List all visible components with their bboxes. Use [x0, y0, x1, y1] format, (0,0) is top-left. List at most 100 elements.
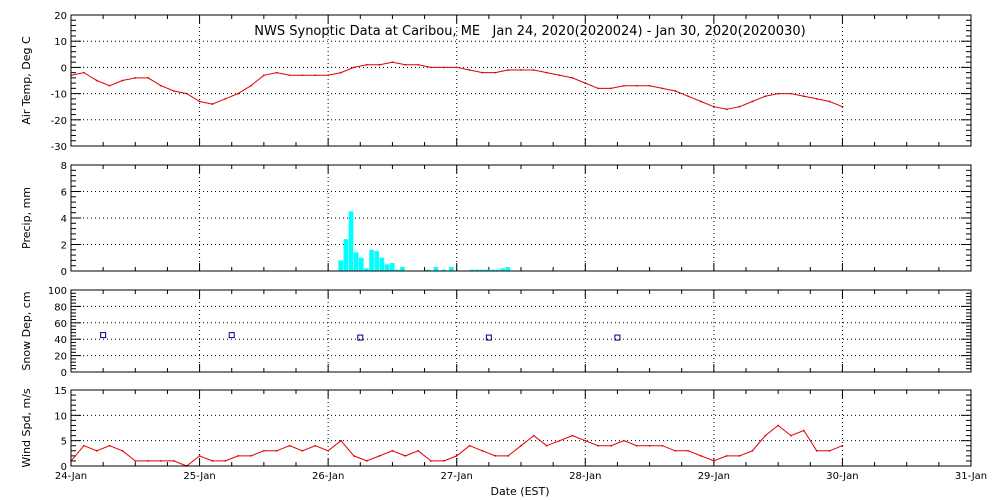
data-point [687, 95, 690, 98]
data-point [494, 454, 497, 457]
data-point [545, 71, 548, 74]
data-point [635, 444, 638, 447]
y-tick-label: 2 [61, 241, 67, 252]
precip-bar [425, 269, 431, 271]
data-point [700, 454, 702, 457]
data-point [610, 444, 612, 447]
x-axis-label: Date (EST) [490, 485, 549, 498]
data-point [571, 76, 574, 79]
panel-frame [70, 14, 972, 147]
data-point [584, 439, 587, 442]
y-tick-label: 6 [61, 188, 67, 199]
x-tick-label: 25-Jan [183, 471, 215, 482]
data-point [134, 76, 137, 79]
precip-bar [490, 269, 495, 271]
data-point [198, 100, 201, 103]
data-point [224, 460, 227, 462]
data-point [121, 79, 124, 82]
data-point [442, 460, 445, 462]
data-point [725, 108, 728, 111]
x-tick-label: 27-Jan [441, 471, 473, 482]
data-point [815, 449, 818, 452]
precip-bar [389, 263, 395, 271]
precip-bar [441, 269, 446, 271]
data-point [288, 444, 291, 447]
data-point [545, 444, 548, 447]
y-axis-label: Snow Dep, cm [20, 291, 33, 370]
data-point [712, 460, 715, 462]
data-point [160, 84, 162, 87]
x-tick-label: 29-Jan [698, 471, 730, 482]
precip-bar [395, 269, 400, 271]
data-point [147, 76, 150, 79]
y-tick-label: -10 [51, 90, 67, 101]
data-point [160, 460, 162, 462]
panel-precip: 0 2 4 6 8 Precip, mm [20, 161, 972, 278]
x-tick-label: 31-Jan [955, 471, 987, 482]
data-point [404, 454, 407, 457]
data-point [430, 66, 432, 69]
y-tick-label: 10 [54, 37, 67, 48]
panels-layer: -30 -20 -10 0 10 20 Air Temp, Deg C 0 2 4 6 8 Precip… [20, 11, 987, 482]
x-tick-label: 26-Jan [312, 471, 344, 482]
snow-depth-marker [228, 332, 235, 339]
y-tick-label: 20 [54, 11, 67, 22]
data-point [250, 84, 252, 87]
data-point [635, 84, 638, 87]
data-point [481, 71, 484, 74]
data-point [610, 87, 612, 90]
data-point [790, 434, 792, 437]
data-point [520, 444, 522, 447]
snow-depth-marker [614, 334, 621, 341]
data-point [391, 61, 394, 64]
precip-bar [338, 260, 344, 271]
data-point [828, 449, 831, 452]
y-tick-label: 40 [54, 335, 67, 346]
data-point [275, 449, 278, 452]
data-point [224, 97, 227, 100]
data-point [185, 92, 188, 95]
data-point [314, 74, 317, 77]
y-axis-label: Precip, mm [20, 187, 33, 249]
y-tick-label: 0 [61, 267, 67, 278]
precip-bar [479, 269, 485, 271]
data-point [558, 439, 561, 442]
panel-airtemp: -30 -20 -10 0 10 20 Air Temp, Deg C [20, 11, 972, 153]
precip-bar [343, 239, 349, 271]
y-tick-label: -30 [51, 142, 67, 153]
precip-bar [364, 268, 369, 271]
data-point [468, 444, 471, 447]
data-point [687, 449, 690, 452]
data-point [802, 429, 805, 432]
data-point [301, 449, 304, 452]
data-point [301, 74, 304, 77]
data-point [790, 92, 792, 95]
data-point [211, 103, 214, 105]
data-point [815, 97, 818, 100]
precip-bar [485, 269, 490, 271]
precip-bar [469, 269, 475, 271]
y-tick-label: 80 [54, 302, 67, 313]
precip-bar [433, 267, 439, 271]
data-point [841, 444, 844, 447]
panel-frame [70, 164, 972, 272]
data-point [648, 444, 651, 447]
data-point [430, 460, 432, 462]
data-point [738, 454, 741, 457]
y-tick-label: -20 [51, 116, 67, 127]
data-point [622, 84, 625, 87]
data-point [584, 82, 587, 85]
precip-bar [353, 252, 359, 271]
data-point [378, 454, 381, 457]
snow-depth-marker [485, 334, 492, 341]
data-point [674, 90, 677, 92]
data-point [532, 434, 535, 437]
precip-bar [369, 249, 374, 271]
data-point [95, 449, 98, 452]
precip-bar [379, 257, 385, 271]
data-point [352, 66, 355, 69]
y-tick-label: 20 [54, 352, 67, 363]
y-axis-label: Air Temp, Deg C [20, 36, 33, 125]
data-point [802, 95, 805, 98]
